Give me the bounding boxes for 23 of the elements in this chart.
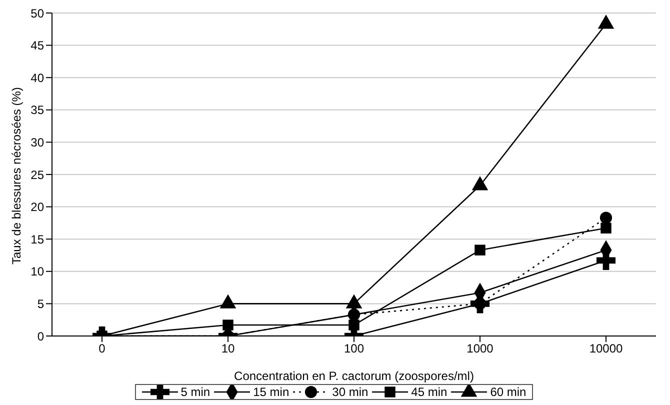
x-tick-label: 1000	[466, 342, 494, 356]
y-tick-label: 0	[37, 329, 44, 344]
legend-label: 15 min	[252, 385, 290, 399]
y-tick-label: 10	[30, 264, 44, 279]
x-tick-label: 10	[221, 342, 235, 356]
y-tick-label: 5	[37, 296, 44, 311]
legend-label: 60 min	[489, 385, 526, 399]
y-tick-label: 25	[30, 168, 44, 182]
y-tick-label: 50	[30, 6, 44, 20]
y-axis-title: Taux de blessures nécrosées (%)	[9, 87, 24, 264]
y-tick-label: 30	[30, 135, 44, 150]
y-tick-label: 15	[30, 232, 44, 246]
y-tick-label: 20	[30, 200, 44, 214]
y-tick-label: 35	[30, 103, 44, 118]
legend-label: 30 min	[331, 385, 368, 399]
legend-label: 5 min	[180, 385, 210, 399]
legend-label: 45 min	[410, 385, 448, 399]
x-tick-label: 10000	[589, 342, 624, 356]
x-tick-label: 100	[344, 342, 364, 356]
y-tick-label: 40	[30, 70, 44, 85]
y-tick-label: 45	[30, 38, 44, 53]
x-tick-label: 0	[98, 342, 106, 356]
x-axis-title: Concentration en P. cactorum (zoospores/ml)	[234, 369, 474, 383]
